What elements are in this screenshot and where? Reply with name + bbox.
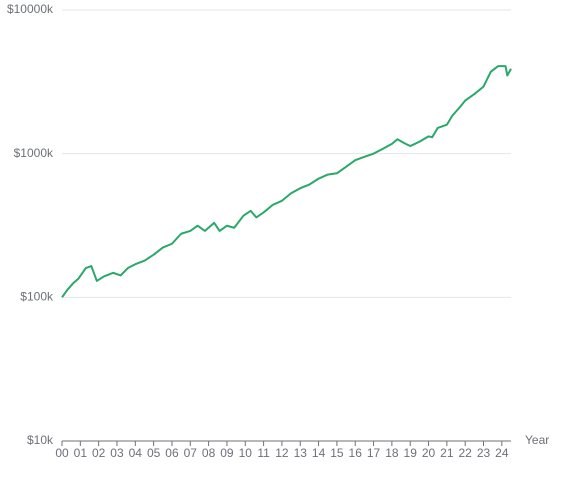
line [61,65,512,298]
x-tick-label: 01 [74,446,88,460]
x-tick-label: 18 [385,446,399,460]
x-tick-label: 14 [312,446,326,460]
x-tick-label: 23 [477,446,491,460]
x-tick-label: 00 [55,446,69,460]
x-tick-label: 24 [495,446,509,460]
y-tick-label: $1000k [14,146,54,160]
x-tick-label: 07 [184,446,198,460]
x-tick-label: 05 [147,446,161,460]
x-tick-label: 17 [367,446,381,460]
x-tick-label: 11 [257,446,270,460]
x-tick-label: 03 [110,446,124,460]
x-axis-label: Year [525,433,549,447]
x-tick-label: 22 [459,446,473,460]
y-tick-label: $100k [20,290,54,304]
x-tick-label: 06 [165,446,179,460]
x-tick-label: 21 [440,446,454,460]
x-tick-label: 10 [239,446,253,460]
x-tick-label: 08 [202,446,216,460]
x-tick-label: 12 [275,446,289,460]
x-tick-label: 04 [129,446,143,460]
x-tick-label: 19 [404,446,418,460]
y-tick-label: $10k [27,433,54,447]
y-tick-label: $10000k [7,2,54,16]
x-tick-label: 16 [349,446,363,460]
x-tick-label: 15 [330,446,344,460]
x-tick-label: 09 [220,446,234,460]
x-tick-label: 02 [92,446,106,460]
x-tick-label: 20 [422,446,436,460]
x-tick-label: 13 [294,446,308,460]
